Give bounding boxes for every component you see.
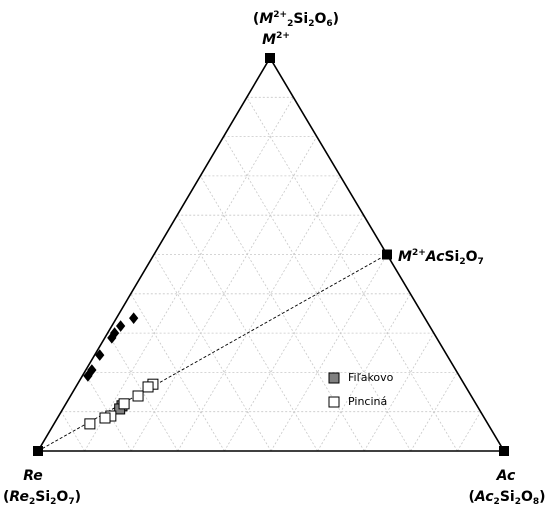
legend-label: Pinciná xyxy=(348,395,387,408)
grid-line xyxy=(363,332,435,452)
label-part: 2 xyxy=(515,497,521,507)
label-part: ( xyxy=(3,489,9,505)
grid-line xyxy=(223,136,412,452)
data-point xyxy=(99,412,111,424)
label-part: 2 xyxy=(494,497,500,507)
label-part: 2+ xyxy=(412,248,426,258)
label-part: O xyxy=(56,489,68,505)
data-point xyxy=(142,381,154,393)
label-part: 2 xyxy=(29,497,35,507)
label-part: 2 xyxy=(287,19,293,29)
vertex-marker xyxy=(33,446,43,456)
vertex-formula: (M2+2Si2O6) xyxy=(253,10,339,29)
vertex-formula: (Re2Si2O7) xyxy=(3,489,81,507)
label-part: 2 xyxy=(459,257,465,267)
grid-line xyxy=(317,293,411,452)
data-point xyxy=(95,349,105,361)
label-part: Si xyxy=(444,249,459,265)
label-part: Ac xyxy=(496,468,516,484)
label-part: ( xyxy=(253,11,259,27)
vertex-label: Re xyxy=(23,468,43,484)
data-point xyxy=(107,332,117,344)
legend-label: Fiľakovo xyxy=(348,371,394,384)
vertex-marker xyxy=(499,446,509,456)
label-part: M xyxy=(262,32,276,48)
grid-line xyxy=(84,97,294,452)
midpoint-marker xyxy=(382,249,392,260)
label-part: 8 xyxy=(533,497,539,507)
label-part: Re xyxy=(9,489,29,505)
label-part: 2 xyxy=(308,19,314,29)
label-part: M xyxy=(259,11,273,27)
vertex-label: Ac xyxy=(496,468,516,484)
label-part: ) xyxy=(75,489,81,505)
label-part: 7 xyxy=(68,497,74,507)
label-part: Si xyxy=(35,489,50,505)
label-part: 2 xyxy=(50,497,56,507)
label-part: Ac xyxy=(474,489,494,505)
data-point xyxy=(115,320,126,332)
grid-line xyxy=(410,372,458,452)
label-part: ( xyxy=(468,489,474,505)
legend-swatch xyxy=(328,372,340,384)
midpoint-label: M2+AcSi2O7 xyxy=(398,248,484,267)
label-part: Ac xyxy=(425,249,445,265)
data-point xyxy=(87,364,97,376)
data-point xyxy=(129,312,139,324)
vertex-label: M2+ xyxy=(262,31,290,49)
grid-line xyxy=(177,175,341,452)
grid-line xyxy=(130,136,318,452)
label-part: ) xyxy=(333,11,339,27)
legend-swatch xyxy=(328,396,340,408)
label-part: 7 xyxy=(478,257,484,267)
data-point xyxy=(84,418,96,430)
label-part: ) xyxy=(539,489,545,505)
grid-line xyxy=(130,293,225,452)
data-point xyxy=(83,370,93,382)
grid-line xyxy=(270,254,388,452)
label-part: Si xyxy=(293,11,308,27)
vertex-formula: (Ac2Si2O8) xyxy=(468,489,545,507)
label-part: Si xyxy=(500,489,515,505)
data-point xyxy=(118,398,130,410)
label-part: O xyxy=(466,249,478,265)
label-part: O xyxy=(315,11,327,27)
label-part: 2+ xyxy=(273,10,287,20)
join-line xyxy=(37,254,388,452)
label-part: M xyxy=(398,249,412,265)
grid-line xyxy=(457,411,481,452)
label-part: O xyxy=(521,489,533,505)
label-part: 2+ xyxy=(276,31,290,41)
vertex-marker xyxy=(265,53,275,63)
data-point xyxy=(132,390,144,402)
label-part: Re xyxy=(23,468,43,484)
label-part: 6 xyxy=(326,19,332,29)
